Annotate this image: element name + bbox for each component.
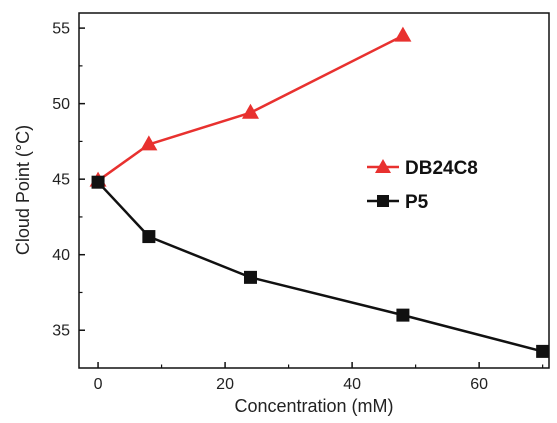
legend-item-db24c8: DB24C8 bbox=[367, 158, 478, 179]
y-tick-label-45: 45 bbox=[52, 172, 70, 189]
y-tick-label-40: 40 bbox=[52, 247, 70, 264]
series-db24c8-line bbox=[97, 34, 404, 182]
legend-p5-marker bbox=[377, 195, 389, 207]
legend-db24c8-label: DB24C8 bbox=[405, 158, 478, 179]
y-tick-label-50: 50 bbox=[52, 96, 70, 113]
legend-db24c8-marker bbox=[375, 159, 391, 173]
series-db24c8-point bbox=[140, 135, 158, 151]
series-p5-point bbox=[243, 270, 257, 284]
series-db24c8-point bbox=[241, 103, 259, 119]
legend-p5-label: P5 bbox=[405, 192, 429, 213]
y-tick-label-35: 35 bbox=[52, 323, 70, 340]
series-p5-point bbox=[142, 230, 156, 244]
plot-frame bbox=[78, 12, 550, 369]
series-layer bbox=[89, 26, 550, 358]
x-tick-label-0: 0 bbox=[94, 376, 103, 393]
y-axis-title: Cloud Point (°C) bbox=[13, 125, 33, 255]
series-p5-point bbox=[396, 308, 410, 322]
series-p5-line bbox=[97, 181, 543, 353]
x-tick-label-20: 20 bbox=[216, 376, 234, 393]
x-tick-label-60: 60 bbox=[470, 376, 488, 393]
x-axis-title: Concentration (mM) bbox=[234, 396, 393, 416]
x-tick-label-40: 40 bbox=[343, 376, 361, 393]
y-axis-ticks: 35 40 45 50 55 bbox=[52, 21, 85, 340]
y-tick-label-55: 55 bbox=[52, 21, 70, 38]
series-p5-point bbox=[536, 344, 550, 358]
series-p5-point bbox=[91, 175, 105, 189]
x-axis-ticks: 0 20 40 60 bbox=[94, 362, 544, 393]
legend-item-p5: P5 bbox=[367, 192, 429, 213]
series-db24c8-point bbox=[394, 26, 412, 42]
legend: DB24C8 P5 bbox=[367, 158, 478, 213]
